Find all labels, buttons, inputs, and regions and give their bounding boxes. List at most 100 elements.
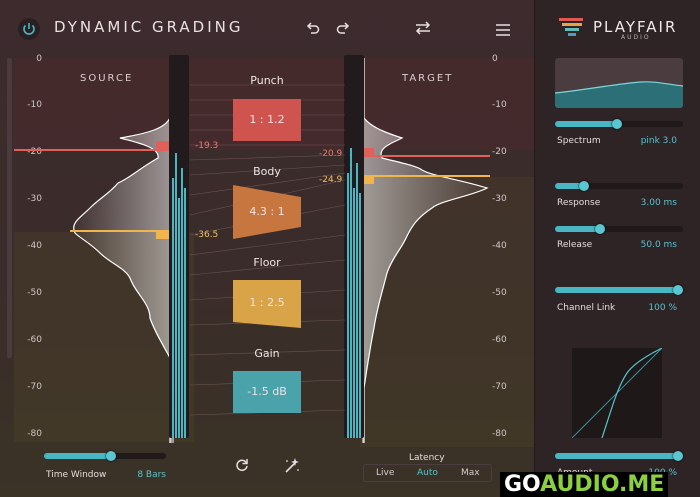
source-lower-handle[interactable] bbox=[156, 230, 170, 239]
reset-button[interactable] bbox=[234, 457, 250, 477]
meter-bar bbox=[175, 153, 177, 438]
magic-wand-icon bbox=[285, 458, 299, 473]
gain-label: Gain bbox=[254, 347, 280, 360]
scale-label: -70 bbox=[27, 382, 42, 392]
settings-panel: PLAYFAIR AUDIO Spectrum pink 3.0 Respons… bbox=[534, 0, 700, 497]
channel-link-fill bbox=[555, 287, 683, 293]
scale-label: -80 bbox=[492, 429, 507, 439]
target-lower-threshold[interactable] bbox=[362, 175, 490, 177]
response-slider[interactable] bbox=[555, 181, 683, 191]
target-label: TARGET bbox=[402, 73, 454, 84]
undo-icon bbox=[306, 22, 320, 34]
response-knob[interactable] bbox=[579, 181, 589, 191]
time-window-value: 8 Bars bbox=[137, 470, 166, 480]
punch-ratio-value: 1 : 1.2 bbox=[249, 113, 285, 126]
source-label: SOURCE bbox=[80, 73, 134, 84]
source-upper-handle[interactable] bbox=[156, 141, 170, 151]
gain-control[interactable]: -1.5 dB bbox=[233, 371, 301, 413]
time-window-label: Time Window bbox=[46, 470, 107, 480]
floor-ratio-control[interactable] bbox=[233, 280, 301, 328]
amount-knob[interactable] bbox=[673, 451, 683, 461]
scale-label: -30 bbox=[27, 194, 42, 204]
scale-label: -30 bbox=[492, 194, 507, 204]
scale-label: -70 bbox=[492, 382, 507, 392]
scale-label: -50 bbox=[27, 288, 42, 298]
latency-option-live[interactable]: Live bbox=[376, 468, 395, 478]
brand-logo-icon bbox=[559, 18, 583, 36]
source-distribution bbox=[73, 58, 174, 443]
punch-label: Punch bbox=[250, 74, 284, 87]
body-ratio-value: 4.3 : 1 bbox=[249, 205, 285, 218]
time-window-knob[interactable] bbox=[106, 451, 116, 461]
redo-button[interactable] bbox=[335, 20, 351, 40]
floor-ratio-value: 1 : 2.5 bbox=[249, 296, 285, 309]
meter-bar bbox=[350, 148, 352, 438]
scale-label: -20 bbox=[492, 147, 507, 157]
target-upper-value: -20.9 bbox=[319, 149, 343, 159]
meter-bar bbox=[356, 163, 358, 438]
punch-ratio-control[interactable]: 1 : 1.2 bbox=[233, 99, 301, 141]
scale-label: -10 bbox=[492, 100, 507, 110]
spectrum-display bbox=[555, 58, 683, 108]
target-upper-handle[interactable] bbox=[362, 148, 374, 157]
target-distribution bbox=[362, 58, 489, 443]
spectrum-fill bbox=[555, 121, 617, 127]
response-label: Response bbox=[557, 198, 601, 208]
release-knob[interactable] bbox=[595, 224, 605, 234]
scale-label: -10 bbox=[27, 100, 42, 110]
gain-value: -1.5 dB bbox=[247, 385, 287, 398]
scale-label: 0 bbox=[492, 54, 498, 64]
refresh-icon bbox=[236, 459, 248, 472]
scale-label: -60 bbox=[27, 335, 42, 345]
source-lower-threshold[interactable] bbox=[70, 230, 170, 232]
release-fill bbox=[555, 226, 599, 232]
brand-sub: AUDIO bbox=[621, 34, 651, 41]
time-window-slider[interactable] bbox=[44, 451, 166, 461]
meter-bar bbox=[347, 173, 349, 438]
spectrum-slider[interactable] bbox=[555, 119, 683, 129]
floor-label: Floor bbox=[253, 256, 281, 269]
source-upper-threshold[interactable] bbox=[14, 149, 169, 151]
auto-set-button[interactable] bbox=[283, 457, 301, 479]
meter-bar bbox=[359, 193, 361, 438]
release-slider[interactable] bbox=[555, 224, 683, 234]
spectrum-knob[interactable] bbox=[612, 119, 622, 129]
scale-label: -50 bbox=[492, 288, 507, 298]
latency-option-auto[interactable]: Auto bbox=[417, 468, 438, 478]
menu-button[interactable] bbox=[495, 22, 511, 41]
channel-link-slider[interactable] bbox=[555, 285, 683, 295]
power-button[interactable] bbox=[18, 18, 40, 40]
scale-label: -20 bbox=[27, 147, 42, 157]
body-ratio-control[interactable] bbox=[233, 185, 301, 239]
latency-option-max[interactable]: Max bbox=[461, 468, 480, 478]
scale-label: 0 bbox=[36, 54, 42, 64]
source-level-meter bbox=[169, 55, 189, 438]
scale-label: -40 bbox=[27, 241, 42, 251]
source-lower-value: -36.5 bbox=[195, 230, 219, 240]
plugin-title: DYNAMIC GRADING bbox=[54, 18, 244, 36]
target-upper-threshold[interactable] bbox=[362, 155, 490, 157]
swap-button[interactable] bbox=[414, 20, 432, 40]
left-scrollbar[interactable] bbox=[7, 58, 12, 358]
target-lower-handle[interactable] bbox=[362, 175, 374, 184]
undo-button[interactable] bbox=[305, 20, 321, 40]
brand-name: PLAYFAIR bbox=[593, 18, 678, 36]
redo-icon bbox=[336, 22, 350, 34]
release-label: Release bbox=[557, 240, 593, 250]
release-value: 50.0 ms bbox=[640, 240, 677, 250]
watermark-main: AUDIO.ME bbox=[540, 472, 665, 497]
response-fill bbox=[555, 183, 583, 189]
target-level-meter bbox=[344, 55, 364, 438]
scale-label: -40 bbox=[492, 241, 507, 251]
scale-label: -60 bbox=[492, 335, 507, 345]
scale-label: -80 bbox=[27, 429, 42, 439]
channel-link-knob[interactable] bbox=[673, 285, 683, 295]
time-window-fill bbox=[44, 453, 108, 459]
watermark: GOAUDIO.ME bbox=[500, 472, 669, 497]
spectrum-value: pink 3.0 bbox=[640, 136, 677, 146]
latency-selector: Live Auto Max bbox=[363, 464, 492, 482]
amount-slider[interactable] bbox=[555, 451, 683, 461]
response-value: 3.00 ms bbox=[640, 198, 677, 208]
target-lower-value: -24.9 bbox=[319, 175, 343, 185]
